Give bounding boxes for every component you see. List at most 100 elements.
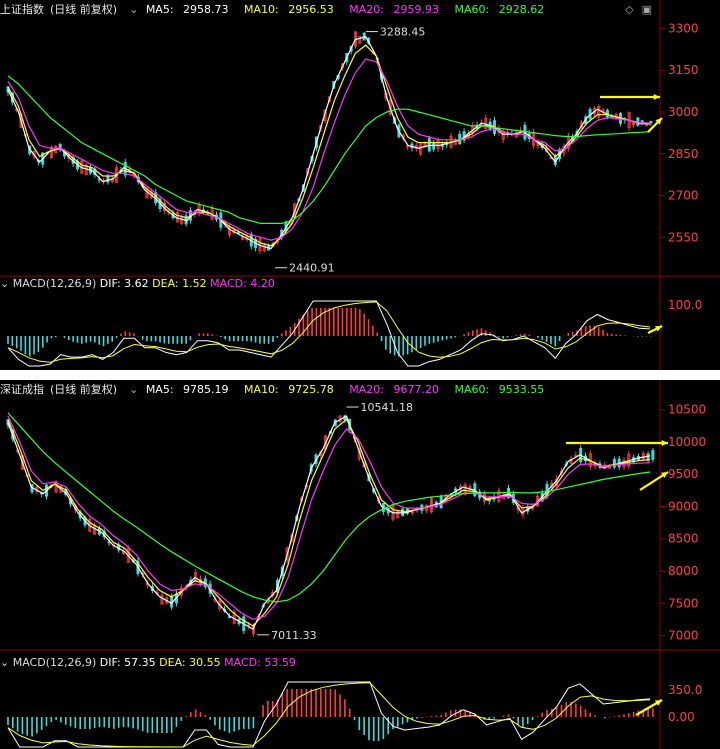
chevron-down-icon[interactable]: ⌄	[0, 656, 10, 669]
dif-line	[7, 300, 651, 367]
candle-body	[49, 146, 53, 159]
candle-body	[419, 144, 423, 155]
dea-label: DEA:	[159, 656, 186, 669]
macd-arrow-head	[655, 326, 662, 332]
ma5-value: 9785.19	[183, 383, 229, 396]
uptrend-arrow-head	[661, 472, 668, 478]
macd-tick-label: 0.00	[668, 710, 695, 724]
ma10-label: MA10:	[244, 383, 279, 396]
ma60-label: MA60:	[454, 383, 490, 396]
sz-macd-header: ⌄ MACD(12,26,9) DIF: 57.35 DEA: 30.55 MA…	[0, 654, 656, 672]
candle-body	[608, 466, 612, 469]
price-tick-label: 3150	[668, 63, 699, 77]
candle-body	[59, 485, 63, 493]
ma-line-ma20	[7, 58, 651, 241]
sz-index-period: (日线 前复权)	[50, 383, 118, 396]
price-tick-label: 7000	[668, 629, 699, 643]
candle-body	[396, 510, 400, 518]
sz-index-name: 深证成指	[0, 383, 44, 396]
high-label: 10541.18	[361, 401, 414, 414]
sh-macd-header: ⌄ MACD(12,26,9) DIF: 3.62 DEA: 1.52 MACD…	[0, 275, 656, 293]
sz-index-chart-canvas: 10500 10000 9500 9000 8500 8000 7500 7000 10541.…	[0, 380, 720, 749]
sh-index-header: 上证指数 (日线 前复权) ⌄ MA5: 2958.73 MA10: 2956.53…	[0, 0, 656, 20]
ma20-label: MA20:	[349, 3, 384, 16]
uptrend-arrow-head	[655, 118, 662, 125]
candle-body	[388, 99, 392, 115]
ma20-label: MA20:	[349, 383, 384, 396]
high-label: 3288.45	[380, 26, 426, 39]
ma-line-ma5	[7, 35, 651, 250]
settings-icon[interactable]: ▣	[641, 3, 652, 16]
candle-body	[206, 212, 210, 215]
price-tick-label: 8500	[668, 532, 699, 546]
macd-tick-label: 100.0	[668, 298, 702, 312]
candle-body	[649, 120, 653, 124]
ma20-value: 2959.93	[393, 3, 439, 16]
price-tick-label: 3000	[668, 105, 699, 119]
ma-line-ma5	[7, 415, 651, 630]
macd-value-label: MACD:	[224, 656, 261, 669]
dif-label: DIF:	[99, 277, 121, 290]
ma60-label: MA60:	[454, 3, 490, 16]
candle-body	[436, 140, 440, 149]
ma10-value: 9725.78	[288, 383, 334, 396]
candle-body	[427, 138, 431, 152]
price-tick-label: 2850	[668, 147, 699, 161]
ma60-value: 2928.62	[498, 3, 545, 16]
candle-body	[228, 226, 232, 235]
price-tick-label: 7500	[668, 596, 699, 610]
macd-label: MACD(12,26,9)	[12, 656, 97, 669]
chart-toolbar: ◇ ▣	[617, 3, 652, 16]
chevron-down-icon[interactable]: ⌄	[0, 277, 10, 290]
sh-index-chart-canvas: 3300 3150 3000 2850 2700 2550 3288.45 2440.91 10…	[0, 0, 720, 370]
candle-body	[262, 244, 266, 251]
ma-line-ma60	[7, 412, 651, 603]
ma10-label: MA10:	[244, 3, 279, 16]
price-tick-label: 10500	[668, 403, 706, 417]
candle-body	[160, 595, 164, 605]
candle-body	[432, 142, 436, 150]
candle-body	[458, 133, 462, 145]
sh-index-chart-panel[interactable]: 3300 3150 3000 2850 2700 2550 3288.45 2440.91 10…	[0, 0, 720, 370]
dea-label: DEA:	[152, 277, 179, 290]
chevron-down-icon[interactable]: ⌄	[129, 3, 139, 16]
dif-label: DIF:	[99, 656, 121, 669]
ma-line-ma20	[7, 415, 651, 621]
panel-separator	[0, 370, 720, 380]
ma20-value: 9677.20	[393, 383, 439, 396]
sh-index-period: (日线 前复权)	[50, 3, 118, 16]
macd-value: 53.59	[264, 656, 296, 669]
dif-line	[7, 681, 651, 748]
sh-index-name: 上证指数	[0, 3, 44, 16]
low-label: 2440.91	[289, 262, 335, 275]
macd-tick-label: 350.0	[668, 683, 702, 697]
resistance-arrow-head	[661, 440, 668, 446]
macd-value: 4.20	[250, 277, 275, 290]
ma10-value: 2956.53	[288, 3, 334, 16]
ma-line-ma10	[7, 418, 651, 627]
candle-body	[358, 36, 362, 44]
dif-value: 3.62	[124, 277, 149, 290]
diamond-icon[interactable]: ◇	[625, 3, 634, 16]
dea-value: 1.52	[182, 277, 207, 290]
sz-index-chart-panel[interactable]: 10500 10000 9500 9000 8500 8000 7500 7000 10541.…	[0, 380, 720, 749]
ma60-value: 9533.55	[498, 383, 545, 396]
ma5-label: MA5:	[145, 3, 174, 16]
candle-body	[58, 144, 62, 151]
candle-body	[180, 217, 184, 225]
candle-body	[612, 459, 616, 468]
ma-line-ma60	[7, 75, 651, 224]
dea-value: 30.55	[189, 656, 221, 669]
price-tick-label: 8000	[668, 564, 699, 578]
dif-value: 57.35	[124, 656, 156, 669]
macd-value-label: MACD:	[210, 277, 247, 290]
price-tick-label: 2700	[668, 189, 699, 203]
chevron-down-icon[interactable]: ⌄	[129, 383, 139, 396]
price-tick-label: 3300	[668, 21, 699, 35]
ma5-label: MA5:	[145, 383, 174, 396]
macd-arrow-head	[655, 700, 662, 706]
ma-line-ma10	[7, 44, 651, 247]
price-tick-label: 10000	[668, 435, 706, 449]
dea-line	[7, 301, 651, 363]
dea-line	[7, 682, 651, 748]
